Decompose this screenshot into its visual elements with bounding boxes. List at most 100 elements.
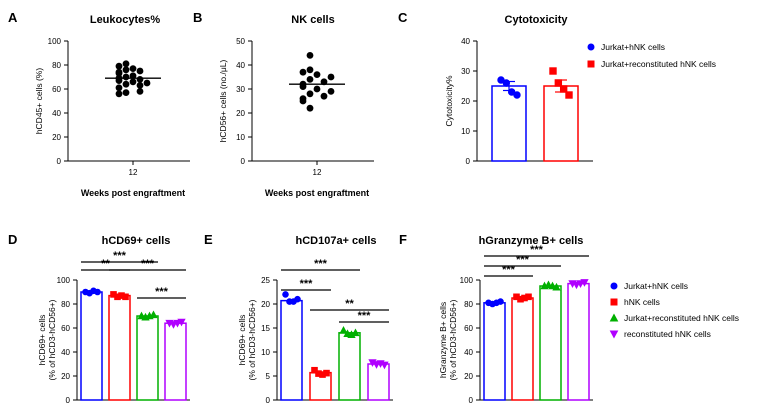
y-tick-label-F-4: 80: [464, 300, 473, 309]
y-tick-label-A-4: 80: [52, 61, 61, 70]
data-point-D-1-3: [122, 293, 129, 301]
y-axis-label2-E: (% of hCD3-hCD56+): [247, 299, 257, 380]
data-point-C-0-3: [513, 91, 521, 99]
y-tick-label-D-0: 0: [66, 396, 71, 405]
data-point-E-1-3: [323, 369, 330, 377]
data-point-D-3-3: [177, 318, 186, 327]
y-tick-label-A-5: 100: [48, 37, 62, 46]
panel-title-E: hCD107a+ cells: [295, 235, 376, 247]
y-tick-label-E-1: 5: [266, 372, 271, 381]
data-point-A-7: [115, 68, 123, 76]
y-tick-label-F-2: 40: [464, 348, 473, 357]
data-point-F-2-3: [552, 282, 561, 291]
data-point-A-5: [136, 67, 144, 75]
legend-F-label-1: hNK cells: [624, 297, 660, 307]
data-point-A-17: [136, 88, 144, 95]
data-point-C-1-0: [549, 67, 557, 75]
x-axis-label-B: Weeks post engraftment: [265, 188, 369, 198]
bar-E-3: [367, 363, 390, 401]
y-tick-label-A-1: 20: [52, 133, 61, 142]
sig-label-D-3: ***: [155, 286, 169, 298]
data-point-B-2: [299, 68, 307, 76]
bar-C-1: [543, 85, 579, 162]
data-point-A-18: [115, 90, 123, 98]
data-point-A-15: [136, 82, 144, 89]
data-point-E-0-3: [294, 295, 301, 303]
data-point-B-0: [306, 52, 314, 59]
y-tick-label-D-5: 100: [57, 276, 71, 285]
data-point-B-1: [306, 66, 314, 74]
data-point-B-4: [327, 73, 335, 81]
panel-label-E: E: [204, 232, 213, 247]
sig-label-D-1: ***: [113, 250, 127, 262]
data-point-A-14: [143, 79, 151, 87]
y-tick-label-C-3: 30: [461, 67, 470, 76]
sig-label-F-2: ***: [530, 244, 544, 256]
data-point-C-1-2: [559, 85, 568, 93]
data-point-E-3-3: [380, 361, 389, 370]
panel-label-C: C: [398, 10, 408, 25]
panel-label-F: F: [399, 232, 407, 247]
data-point-A-16: [122, 89, 130, 96]
bar-E-0: [280, 299, 303, 401]
sig-label-D-0: **: [101, 258, 110, 270]
legend-C-marker-0: [587, 43, 595, 51]
data-point-F-0-3: [497, 298, 504, 305]
data-point-A-10: [136, 76, 144, 83]
y-tick-label-C-2: 20: [461, 97, 470, 106]
data-point-E-0-0: [282, 291, 289, 298]
data-point-C-0-1: [502, 79, 511, 87]
y-tick-label-E-3: 15: [261, 324, 270, 333]
legend-C-marker-1: [587, 60, 595, 68]
sig-label-E-0: ***: [300, 278, 314, 290]
y-axis-label2-F: (% of hCD3-hCD56+): [448, 299, 458, 380]
data-point-A-12: [129, 78, 137, 86]
bar-F-0: [483, 302, 506, 401]
bar-C-0: [491, 85, 527, 162]
y-tick-label-B-3: 30: [236, 85, 245, 94]
legend-F-label-0: Jurkat+hNK cells: [624, 281, 688, 291]
data-point-B-6: [320, 78, 328, 86]
y-tick-label-B-2: 20: [236, 109, 245, 118]
x-tick-label-B: 12: [313, 168, 322, 177]
y-tick-label-F-0: 0: [469, 396, 474, 405]
y-tick-label-C-1: 10: [461, 127, 470, 136]
y-tick-label-A-2: 40: [52, 109, 61, 118]
data-point-F-3-3: [580, 279, 589, 287]
y-axis-label-B: hCD56+ cells (no./μL): [218, 60, 228, 143]
legend-C-label-0: Jurkat+hNK cells: [601, 42, 665, 52]
bar-D-0: [80, 291, 103, 401]
data-point-D-0-3: [94, 288, 101, 296]
y-tick-label-B-5: 50: [236, 37, 245, 46]
sig-label-E-2: **: [345, 298, 354, 310]
data-point-A-19: [115, 84, 123, 92]
data-point-B-8: [299, 83, 307, 90]
y-tick-label-B-0: 0: [241, 157, 246, 166]
data-point-E-1-0: [311, 366, 318, 374]
data-point-B-15: [306, 104, 314, 112]
y-axis-label-D: hCD69+ cells: [37, 315, 47, 366]
data-point-B-12: [320, 92, 328, 100]
y-tick-label-E-5: 25: [261, 276, 270, 285]
legend-F-label-3: reconstituted hNK cells: [624, 329, 711, 339]
y-tick-label-D-2: 40: [61, 348, 70, 357]
y-axis-label-F: hGranzyme B+ cells: [438, 302, 448, 378]
y-tick-label-E-4: 20: [261, 300, 270, 309]
y-tick-label-F-3: 60: [464, 324, 473, 333]
y-tick-label-D-4: 80: [61, 300, 70, 309]
legend-F-marker-1: [610, 298, 618, 306]
panel-title-A: Leukocytes%: [90, 14, 161, 26]
sig-label-F-0: ***: [502, 264, 516, 276]
panel-title-B: NK cells: [291, 14, 334, 26]
data-point-C-1-1: [554, 79, 563, 87]
legend-F-marker-3: [609, 330, 619, 339]
panel-title-F: hGranzyme B+ cells: [479, 235, 584, 247]
data-point-A-13: [122, 80, 130, 88]
sig-label-D-2: ***: [141, 258, 155, 270]
y-tick-label-F-5: 100: [460, 276, 474, 285]
panel-label-B: B: [193, 10, 202, 25]
data-point-A-8: [122, 73, 130, 81]
bar-D-1: [108, 294, 131, 401]
legend-F-marker-2: [609, 313, 619, 322]
